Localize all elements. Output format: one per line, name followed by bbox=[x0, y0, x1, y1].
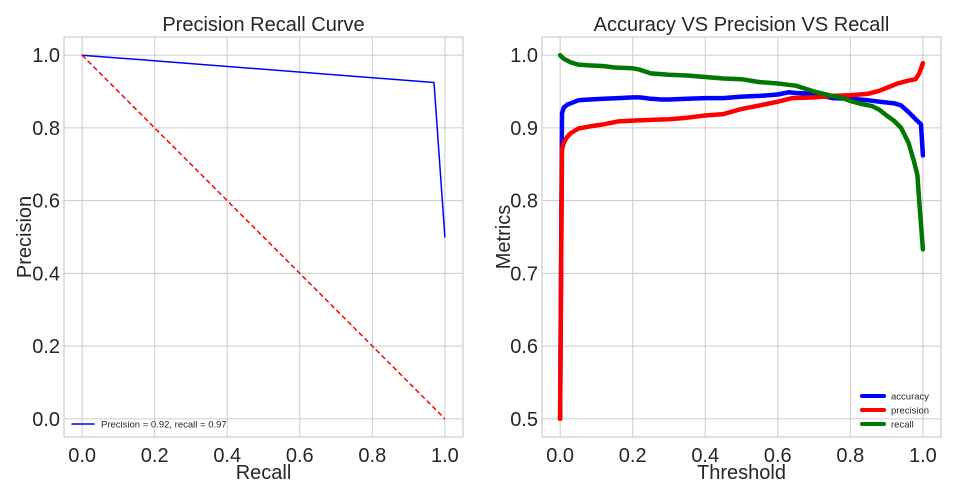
x-tick-label: 0.4 bbox=[213, 445, 241, 467]
tick-labels: 0.0 0.2 0.4 0.6 0.8 1.0 0.5 0.6 0.7 0.8 0.9 1.0 bbox=[510, 45, 937, 467]
legend-label-precision-recall: Precision = 0.92, recall = 0.97 bbox=[101, 420, 227, 431]
y-tick-label: 1.0 bbox=[510, 45, 538, 67]
y-tick-label: 0.0 bbox=[32, 409, 60, 431]
plot-frame bbox=[63, 36, 464, 438]
series-line-recall bbox=[557, 52, 926, 252]
x-tick-label: 0.0 bbox=[546, 445, 574, 467]
y-tick-label: 0.7 bbox=[510, 263, 538, 285]
x-tick-label: 0.2 bbox=[141, 445, 169, 467]
x-tick-label: 0.4 bbox=[691, 445, 719, 467]
y-tick-label: 0.8 bbox=[510, 191, 538, 213]
y-tick-label: 0.4 bbox=[32, 263, 60, 285]
y-axis-label: Metrics bbox=[493, 205, 515, 269]
x-tick-label: 0.8 bbox=[358, 445, 386, 467]
x-tick-label: 1.0 bbox=[909, 445, 937, 467]
series-line-precision-0-92-recall-0-97 bbox=[81, 54, 446, 238]
y-tick-label: 0.5 bbox=[510, 409, 538, 431]
y-tick-label: 0.6 bbox=[32, 191, 60, 213]
series-line-accuracy bbox=[557, 90, 926, 422]
chart-title: Accuracy VS Precision VS Recall bbox=[594, 14, 890, 36]
metrics-vs-threshold-chart: Accuracy VS Precision VS Recall Threshol… bbox=[493, 14, 942, 484]
series-layer bbox=[557, 52, 926, 422]
y-axis-label: Precision bbox=[14, 196, 36, 278]
y-tick-label: 1.0 bbox=[32, 45, 60, 67]
y-tick-label: 0.6 bbox=[510, 336, 538, 358]
x-tick-label: 0.6 bbox=[286, 445, 314, 467]
plot-frame bbox=[541, 36, 942, 438]
x-tick-label: 0.2 bbox=[619, 445, 647, 467]
legend: Precision = 0.92, recall = 0.97 bbox=[71, 420, 227, 431]
precision-recall-chart: Precision Recall Curve Recall Precision … bbox=[14, 14, 464, 484]
series-line-baseline bbox=[81, 54, 446, 420]
legend: accuracy precision recall bbox=[860, 392, 929, 431]
x-axis-label: Recall bbox=[236, 462, 292, 484]
y-tick-label: 0.2 bbox=[32, 336, 60, 358]
series-line-precision bbox=[557, 60, 926, 422]
x-tick-label: 0.8 bbox=[836, 445, 864, 467]
chart-title: Precision Recall Curve bbox=[162, 14, 364, 36]
x-axis-label: Threshold bbox=[697, 462, 786, 484]
x-tick-label: 1.0 bbox=[431, 445, 459, 467]
legend-label-recall: recall bbox=[891, 420, 914, 431]
legend-label-precision: precision bbox=[891, 406, 929, 417]
tick-labels: 0.0 0.2 0.4 0.6 0.8 1.0 0.0 0.2 0.4 0.6 0.8 1.0 bbox=[32, 45, 459, 467]
y-tick-label: 0.9 bbox=[510, 118, 538, 140]
x-tick-label: 0.6 bbox=[764, 445, 792, 467]
legend-label-accuracy: accuracy bbox=[891, 392, 929, 403]
series-layer bbox=[81, 54, 446, 420]
y-tick-label: 0.8 bbox=[32, 118, 60, 140]
x-tick-label: 0.0 bbox=[68, 445, 96, 467]
